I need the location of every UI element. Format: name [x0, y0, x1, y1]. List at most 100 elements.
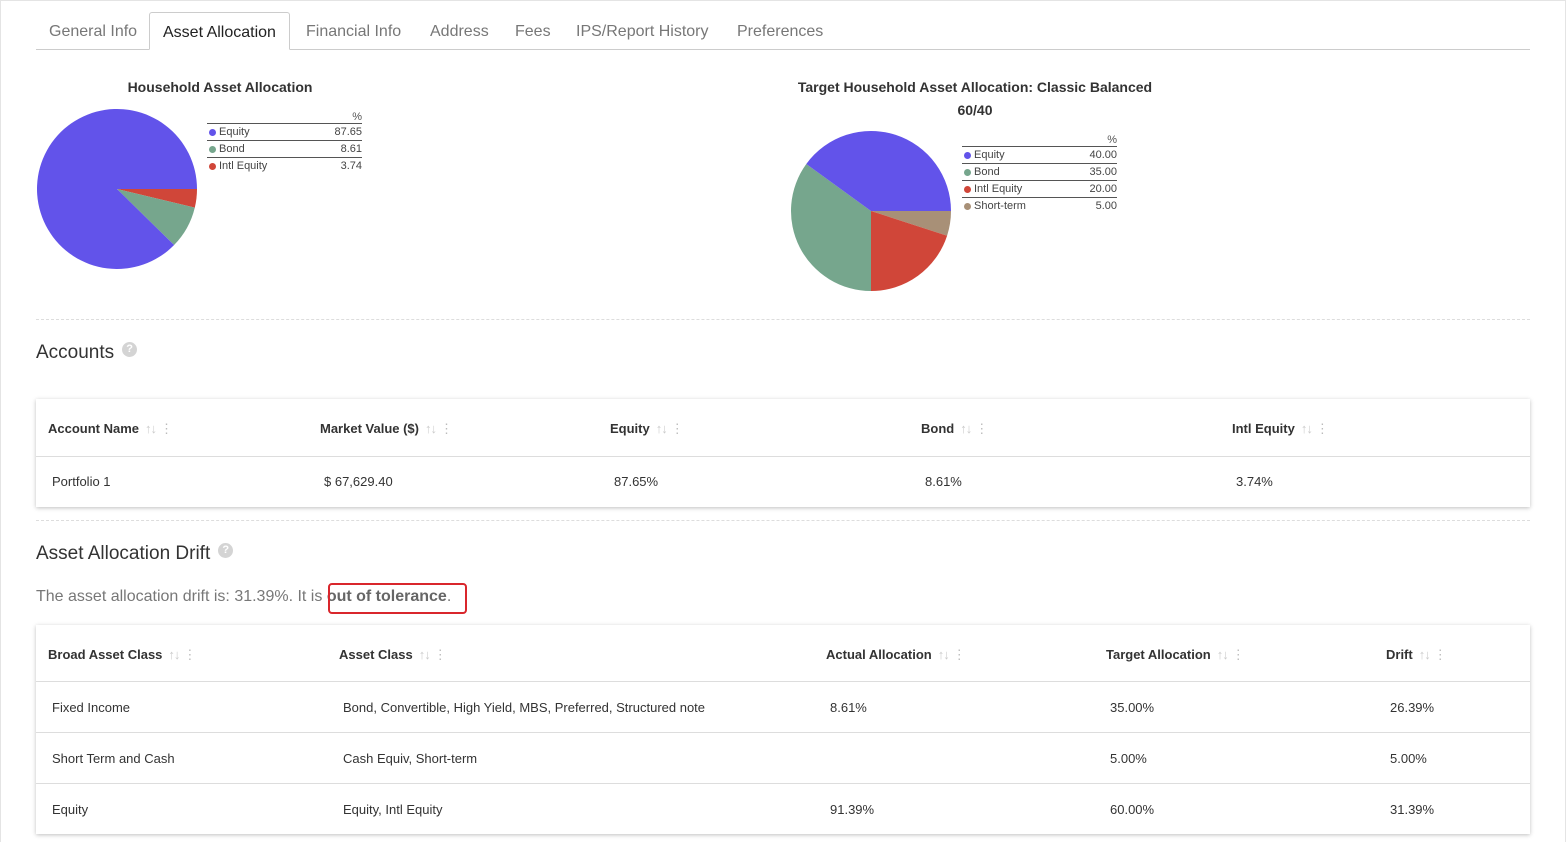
legend-swatch: [209, 146, 216, 153]
drift-title: Asset Allocation Drift?: [36, 543, 234, 565]
drift-table: Broad Asset Class ↑↓ ⋮ Asset Class ↑↓ ⋮ Actu…: [36, 625, 1530, 834]
legend-label: Intl Equity: [974, 183, 1023, 195]
cell-drift: 5.00%: [1390, 751, 1427, 766]
tab-preferences[interactable]: Preferences: [737, 23, 824, 40]
cell-target-allocation: 5.00%: [1110, 751, 1147, 766]
kebab-menu-icon[interactable]: ⋮: [670, 421, 684, 436]
sort-arrows-icon[interactable]: ↑↓: [1216, 647, 1229, 662]
pie-slice-equity[interactable]: [37, 108, 198, 269]
legend-label: Intl Equity: [219, 160, 268, 172]
col-header-account-name[interactable]: Account Name ↑↓ ⋮: [48, 421, 173, 437]
sort-arrows-icon[interactable]: ↑↓: [937, 647, 950, 662]
legend-item: Equity 87.65: [207, 123, 362, 140]
col-header-bond[interactable]: Bond ↑↓ ⋮: [921, 421, 988, 437]
pie-slice-bond[interactable]: [791, 163, 871, 291]
col-label: Equity: [610, 421, 650, 436]
legend-item: Intl Equity 20.00: [962, 180, 1117, 197]
col-label: Asset Class: [339, 647, 413, 662]
pie-slice-equity[interactable]: [806, 131, 951, 211]
sort-arrows-icon[interactable]: ↑↓: [425, 421, 437, 436]
sort-arrows-icon[interactable]: ↑↓: [1300, 421, 1313, 436]
cell-asset-class: Equity, Intl Equity: [343, 802, 443, 817]
cell-actual-allocation: 8.61%: [830, 700, 867, 715]
help-circle-icon[interactable]: ?: [122, 342, 138, 358]
kebab-menu-icon[interactable]: ⋮: [1231, 647, 1245, 662]
drift-summary-suffix: .: [446, 588, 452, 605]
sort-arrows-icon[interactable]: ↑↓: [1418, 647, 1431, 662]
legend-pct-header: %: [352, 111, 362, 123]
tab-financial-info[interactable]: Financial Info: [306, 23, 402, 40]
col-header-intl-equity[interactable]: Intl Equity ↑↓ ⋮: [1232, 421, 1329, 437]
col-header-actual-allocation[interactable]: Actual Allocation ↑↓ ⋮: [826, 647, 966, 663]
legend-value: 20.00: [1089, 183, 1117, 195]
target-chart-title-line2: 60/40: [957, 102, 993, 118]
kebab-menu-icon[interactable]: ⋮: [952, 647, 966, 662]
sort-arrows-icon[interactable]: ↑↓: [168, 647, 180, 662]
col-header-asset-class[interactable]: Asset Class ↑↓ ⋮: [339, 647, 447, 663]
legend-item: Short-term 5.00: [962, 197, 1117, 214]
col-header-market-value[interactable]: Market Value ($) ↑↓ ⋮: [320, 421, 453, 437]
drift-summary-prefix: The asset allocation drift is: 31.39%. I…: [36, 588, 327, 605]
col-label: Intl Equity: [1232, 421, 1295, 436]
legend-value: 3.74: [340, 160, 362, 172]
legend-item: Equity 40.00: [962, 146, 1117, 163]
tab-ips-report-history[interactable]: IPS/Report History: [576, 23, 709, 40]
tab-general-info[interactable]: General Info: [49, 23, 138, 40]
accounts-table-header: Account Name ↑↓ ⋮ Market Value ($) ↑↓ ⋮ Equi…: [36, 399, 1530, 457]
kebab-menu-icon[interactable]: ⋮: [975, 421, 989, 436]
kebab-menu-icon[interactable]: ⋮: [160, 421, 174, 436]
cell-broad-asset-class: Fixed Income: [52, 700, 131, 715]
col-header-drift[interactable]: Drift ↑↓ ⋮: [1386, 647, 1447, 663]
sort-arrows-icon[interactable]: ↑↓: [655, 421, 668, 436]
kebab-menu-icon[interactable]: ⋮: [433, 647, 447, 662]
target-chart-title: Target Household Asset Allocation: Class…: [760, 76, 1190, 122]
pie-slice-intl-equity[interactable]: [871, 211, 948, 291]
col-label: Actual Allocation: [826, 647, 932, 662]
kebab-menu-icon[interactable]: ⋮: [440, 421, 453, 436]
legend-value: 40.00: [1089, 149, 1117, 161]
legend-label: Equity: [219, 126, 250, 138]
sort-arrows-icon[interactable]: ↑↓: [145, 421, 157, 436]
section-divider: [36, 319, 1530, 320]
help-circle-icon[interactable]: ?: [218, 543, 234, 559]
col-header-broad-asset-class[interactable]: Broad Asset Class ↑↓ ⋮: [48, 647, 196, 663]
cell-intl-equity: 3.74%: [1236, 474, 1273, 489]
pie-slice-short-term[interactable]: [871, 211, 951, 236]
cell-asset-class: Cash Equiv, Short-term: [343, 751, 478, 766]
legend-swatch: [964, 186, 971, 193]
sort-arrows-icon[interactable]: ↑↓: [960, 421, 972, 436]
kebab-menu-icon[interactable]: ⋮: [183, 647, 197, 662]
table-row[interactable]: Short Term and Cash Cash Equiv, Short-te…: [36, 733, 1530, 784]
cell-target-allocation: 35.00%: [1110, 700, 1155, 715]
tab-asset-allocation[interactable]: Asset Allocation: [149, 12, 290, 50]
drift-title-text: Asset Allocation Drift: [36, 543, 211, 564]
tab-fees[interactable]: Fees: [515, 23, 551, 40]
sort-arrows-icon[interactable]: ↑↓: [418, 647, 431, 662]
table-row[interactable]: Equity Equity, Intl Equity 91.39% 60.00%…: [36, 784, 1530, 834]
table-row[interactable]: Fixed Income Bond, Convertible, High Yie…: [36, 682, 1530, 733]
col-header-equity[interactable]: Equity ↑↓ ⋮: [610, 421, 684, 437]
cell-account-name: Portfolio 1: [52, 474, 111, 489]
tab-address[interactable]: Address: [430, 23, 489, 40]
target-legend: % Equity 40.00 Bond 35.00 Intl Equity 20.00 Sh…: [962, 134, 1117, 214]
legend-swatch: [964, 152, 971, 159]
drift-table-header: Broad Asset Class ↑↓ ⋮ Asset Class ↑↓ ⋮ Actu…: [36, 625, 1530, 682]
legend-swatch: [964, 169, 971, 176]
legend-value: 35.00: [1089, 166, 1117, 178]
pie-slice-intl-equity[interactable]: [117, 189, 197, 208]
household-legend: % Equity 87.65 Bond 8.61 Intl Equity 3.74: [207, 111, 362, 174]
kebab-menu-icon[interactable]: ⋮: [1315, 421, 1329, 436]
accounts-table: Account Name ↑↓ ⋮ Market Value ($) ↑↓ ⋮ Equi…: [36, 399, 1530, 507]
cell-broad-asset-class: Equity: [52, 802, 89, 817]
legend-item: Bond 8.61: [207, 140, 362, 157]
col-header-target-allocation[interactable]: Target Allocation ↑↓ ⋮: [1106, 647, 1245, 663]
legend-pct-header: %: [1107, 134, 1117, 146]
table-row[interactable]: Portfolio 1 $ 67,629.40 87.65% 8.61% 3.7…: [36, 457, 1530, 507]
legend-swatch: [209, 163, 216, 170]
cell-drift: 31.39%: [1390, 802, 1435, 817]
col-label: Account Name: [48, 421, 140, 436]
pie-slice-bond[interactable]: [117, 189, 195, 246]
status-highlight-box: [328, 583, 467, 614]
kebab-menu-icon[interactable]: ⋮: [1433, 647, 1447, 662]
